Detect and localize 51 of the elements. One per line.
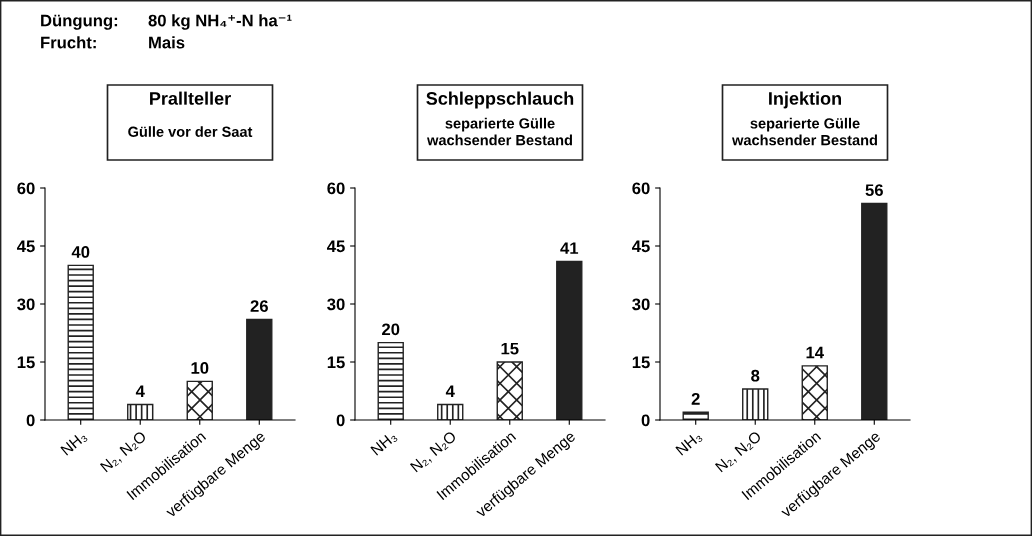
y-tick-label: 45 bbox=[326, 240, 345, 253]
text: Mais bbox=[149, 36, 185, 49]
data-label: 15 bbox=[501, 342, 519, 355]
y-tick-label: 0 bbox=[26, 414, 35, 427]
y-tick-label: 15 bbox=[327, 356, 345, 369]
y-tick-label: 45 bbox=[631, 240, 650, 253]
bar bbox=[742, 388, 769, 420]
chart-subtitle: separierte Gülle wachsender Bestand bbox=[732, 117, 877, 146]
y-tick-label: 45 bbox=[16, 240, 35, 253]
x-tick-label: NH₃ bbox=[370, 430, 399, 457]
y-tick-label: 60 bbox=[632, 182, 650, 195]
data-label: 8 bbox=[751, 369, 760, 382]
data-label: 20 bbox=[382, 323, 400, 336]
bar bbox=[127, 403, 154, 420]
bar bbox=[186, 380, 213, 420]
y-tick-label: 15 bbox=[17, 356, 35, 369]
y-tick-label: 60 bbox=[327, 182, 345, 195]
chart-title: Schleppschlauch bbox=[426, 91, 574, 109]
y-tick-label: 0 bbox=[336, 414, 345, 427]
bar bbox=[437, 403, 464, 420]
data-label: 10 bbox=[191, 362, 209, 374]
y-tick-label: 30 bbox=[632, 298, 650, 311]
text: Düngung: bbox=[41, 14, 118, 30]
text: 80 kg NH₄⁺-N ha⁻¹ bbox=[148, 14, 292, 30]
data-label: 14 bbox=[806, 346, 824, 359]
y-tick-label: 60 bbox=[17, 182, 35, 195]
bar bbox=[496, 361, 523, 420]
data-label: 40 bbox=[71, 246, 90, 258]
bar bbox=[861, 202, 888, 420]
bar bbox=[246, 318, 273, 420]
text: Frucht: bbox=[41, 36, 96, 49]
data-label: 41 bbox=[560, 242, 579, 254]
bar bbox=[67, 264, 94, 420]
data-label: 2 bbox=[691, 393, 700, 405]
chart-subtitle: separierte Gülle wachsender Bestand bbox=[427, 117, 572, 146]
data-label: 4 bbox=[135, 385, 145, 397]
x-tick-label: NH₃ bbox=[60, 430, 89, 457]
x-tick-label: NH₃ bbox=[675, 430, 704, 457]
y-tick-label: 30 bbox=[17, 298, 35, 311]
chart-subtitle: Gülle vor der Saat bbox=[128, 126, 253, 137]
chart-title: Prallteller bbox=[150, 91, 231, 105]
bar bbox=[801, 365, 828, 420]
data-label: 26 bbox=[250, 300, 268, 313]
bar bbox=[556, 260, 583, 420]
y-tick-label: 30 bbox=[327, 298, 345, 311]
y-tick-label: 0 bbox=[641, 414, 650, 427]
data-label: 4 bbox=[445, 385, 455, 397]
chart-title: Injektion bbox=[769, 91, 841, 109]
y-tick-label: 15 bbox=[632, 356, 650, 369]
data-label: 56 bbox=[865, 184, 883, 197]
bar bbox=[377, 341, 404, 420]
